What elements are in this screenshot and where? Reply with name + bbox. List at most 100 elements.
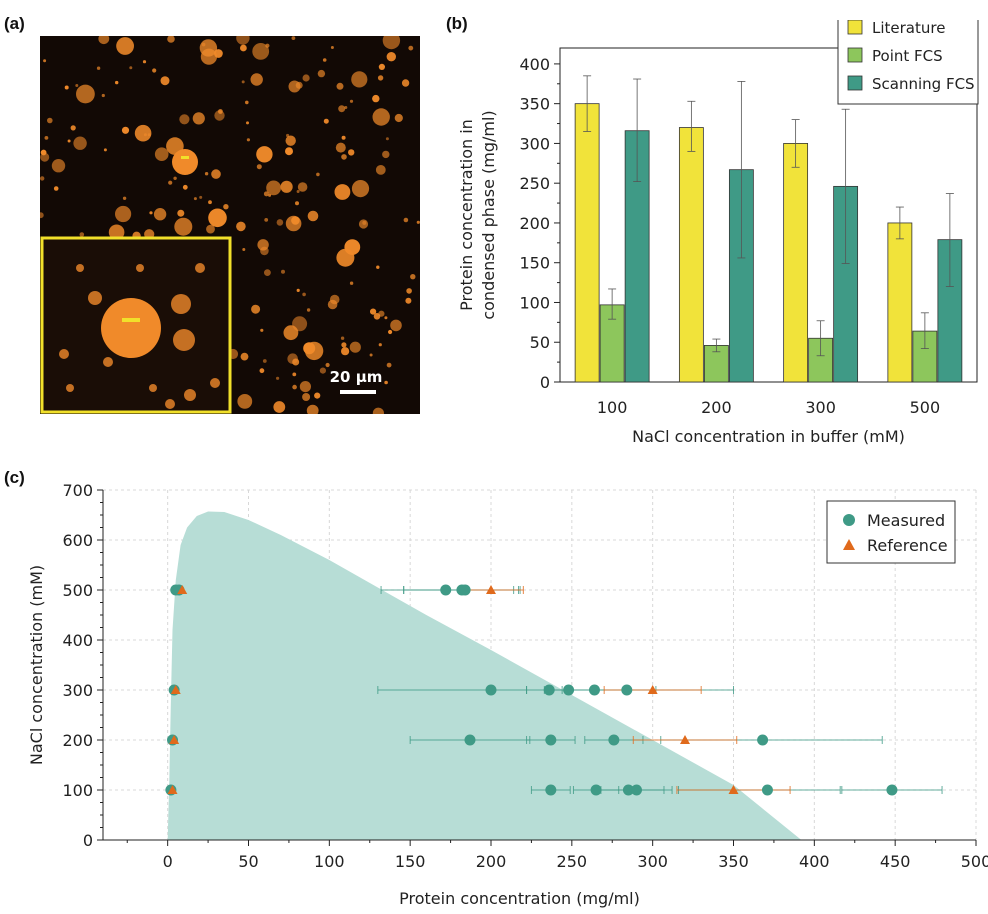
droplet	[317, 69, 326, 78]
measured-point	[621, 684, 633, 696]
measured-point	[545, 734, 557, 746]
droplet	[108, 224, 125, 241]
droplet	[115, 205, 132, 223]
inset-droplet	[210, 378, 220, 388]
droplet	[285, 135, 296, 146]
y-tick-label: 600	[62, 531, 93, 550]
measured-point	[622, 784, 634, 796]
inset-droplet	[66, 384, 74, 392]
droplet	[316, 172, 320, 177]
droplet	[75, 84, 79, 87]
inset-droplet	[103, 357, 113, 367]
droplet	[390, 319, 402, 332]
droplet	[264, 269, 271, 276]
inset-droplet	[171, 294, 191, 314]
droplet	[302, 393, 311, 401]
y-tick-label: 350	[519, 95, 550, 114]
droplet	[134, 124, 152, 142]
droplet	[351, 71, 368, 88]
measured-point	[545, 784, 557, 796]
legend-label: Reference	[867, 536, 948, 555]
droplet	[179, 114, 190, 125]
measured-point	[886, 784, 898, 796]
y-tick-label: 150	[519, 254, 550, 273]
measured-point	[631, 784, 642, 796]
x-tick-label: 500	[961, 852, 988, 871]
x-tick-label: 150	[395, 852, 426, 871]
droplet	[101, 93, 105, 98]
y-tick-label: 400	[62, 631, 93, 650]
droplet	[167, 36, 175, 43]
droplet	[211, 169, 221, 179]
x-tick-label: 300	[637, 852, 668, 871]
droplet	[338, 105, 346, 113]
droplet	[252, 43, 270, 60]
droplet	[292, 316, 308, 332]
droplet	[291, 36, 296, 40]
droplet	[76, 84, 95, 104]
bar	[783, 143, 809, 383]
droplet	[262, 359, 267, 363]
bar	[887, 222, 913, 383]
droplet	[280, 180, 293, 193]
droplet	[385, 137, 389, 141]
droplet	[98, 36, 110, 45]
x-tick-label: 100	[314, 852, 345, 871]
zoom-inset	[40, 236, 232, 414]
legend: Literature Point FCS Scanning FCS	[837, 20, 979, 105]
droplet	[40, 152, 50, 162]
scale-bar-label: 20 µm	[330, 368, 383, 386]
bar	[574, 103, 600, 383]
droplet	[314, 392, 321, 399]
droplet	[329, 294, 340, 305]
reference-point	[170, 685, 181, 694]
y-tick-label: 300	[519, 134, 550, 153]
droplet	[384, 380, 388, 385]
legend-label: Measured	[867, 511, 945, 530]
legend-label: Literature	[872, 20, 945, 37]
droplet	[348, 149, 355, 156]
x-axis-label: NaCl concentration in buffer (mM)	[632, 427, 905, 446]
droplet	[349, 281, 354, 285]
measured-point	[761, 784, 773, 796]
droplet	[376, 265, 380, 269]
inset-droplet	[88, 291, 102, 305]
droplet	[251, 304, 261, 314]
inset-droplet	[165, 399, 175, 409]
droplet	[302, 74, 310, 82]
droplet	[349, 341, 361, 353]
droplet	[341, 347, 350, 356]
droplet	[192, 112, 205, 125]
droplet	[115, 80, 119, 85]
reference-point	[167, 785, 178, 794]
phase-diagram-chart: 0 100 200 300 400 500 600 700 0 50 100 150 200 250 300…	[27, 481, 988, 908]
inset-droplet	[59, 349, 69, 359]
reference-point	[680, 735, 690, 744]
droplet	[344, 239, 361, 256]
droplet	[377, 75, 384, 81]
x-tick-label: 500	[910, 398, 941, 417]
measured-point	[485, 684, 497, 696]
droplet	[208, 208, 227, 228]
inset-droplet	[149, 384, 157, 392]
measured-point	[757, 734, 769, 746]
fluorescence-micrograph: 20 µm	[40, 36, 420, 414]
droplet	[266, 180, 281, 196]
droplet	[260, 246, 269, 256]
droplet	[386, 52, 396, 62]
droplet	[214, 49, 223, 58]
measured-point	[543, 684, 555, 696]
x-tick-label: 250	[557, 852, 588, 871]
droplet	[263, 191, 269, 197]
droplet	[240, 44, 247, 52]
droplet	[47, 117, 53, 124]
droplet	[259, 368, 265, 374]
droplet	[256, 146, 273, 163]
droplet	[276, 219, 284, 226]
droplet	[382, 150, 390, 159]
reference-point	[486, 585, 496, 594]
droplet	[256, 164, 262, 170]
droplet	[325, 362, 330, 368]
legend-swatch	[847, 47, 863, 63]
